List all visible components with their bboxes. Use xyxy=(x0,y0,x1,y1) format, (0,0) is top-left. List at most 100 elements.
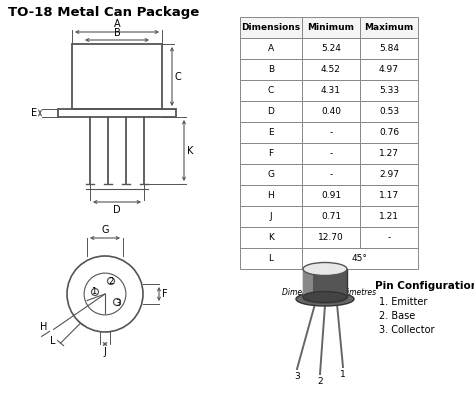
Bar xyxy=(302,164,360,185)
Text: 2: 2 xyxy=(317,377,323,386)
Text: 4.52: 4.52 xyxy=(321,65,341,74)
Text: L: L xyxy=(268,254,273,263)
Text: Pin Configuration:: Pin Configuration: xyxy=(375,281,474,291)
Bar xyxy=(302,17,360,38)
Bar xyxy=(360,185,418,206)
Bar xyxy=(360,206,418,227)
Bar xyxy=(303,269,347,297)
Text: G: G xyxy=(267,170,274,179)
Bar xyxy=(360,101,418,122)
Text: K: K xyxy=(268,233,274,242)
Text: Minimum: Minimum xyxy=(308,23,355,32)
Ellipse shape xyxy=(296,292,354,306)
Text: E: E xyxy=(31,108,37,118)
Text: 0.53: 0.53 xyxy=(379,107,399,116)
Bar xyxy=(302,80,360,101)
Text: 5.24: 5.24 xyxy=(321,44,341,53)
Bar xyxy=(58,109,176,117)
Circle shape xyxy=(108,277,115,284)
Text: TO-18 Metal Can Package: TO-18 Metal Can Package xyxy=(8,6,199,19)
Text: 3: 3 xyxy=(115,298,121,308)
Bar xyxy=(240,248,302,269)
Text: C: C xyxy=(268,86,274,95)
Text: 0.76: 0.76 xyxy=(379,128,399,137)
Text: A: A xyxy=(114,19,120,29)
Text: 5.33: 5.33 xyxy=(379,86,399,95)
Bar xyxy=(302,248,418,269)
Bar xyxy=(302,101,360,122)
Text: D: D xyxy=(267,107,274,116)
Text: 2.97: 2.97 xyxy=(379,170,399,179)
Text: 1. Emitter: 1. Emitter xyxy=(379,297,428,307)
Bar xyxy=(240,17,302,38)
Text: D: D xyxy=(113,205,121,215)
Ellipse shape xyxy=(303,263,347,275)
Bar xyxy=(303,269,313,297)
Text: 0.40: 0.40 xyxy=(321,107,341,116)
Text: C: C xyxy=(175,71,182,81)
Text: K: K xyxy=(187,146,193,156)
Bar xyxy=(240,143,302,164)
Bar xyxy=(360,122,418,143)
Text: Dimensions : Millimetres: Dimensions : Millimetres xyxy=(282,288,376,297)
Ellipse shape xyxy=(303,292,347,302)
Bar xyxy=(302,206,360,227)
Bar xyxy=(360,227,418,248)
Bar xyxy=(240,101,302,122)
Text: H: H xyxy=(40,322,47,332)
Text: 2: 2 xyxy=(109,277,114,286)
Bar xyxy=(360,17,418,38)
Text: 1.17: 1.17 xyxy=(379,191,399,200)
Text: 12.70: 12.70 xyxy=(318,233,344,242)
Text: H: H xyxy=(268,191,274,200)
Text: 5.84: 5.84 xyxy=(379,44,399,53)
Text: A: A xyxy=(268,44,274,53)
Bar xyxy=(240,59,302,80)
Text: 3. Collector: 3. Collector xyxy=(379,325,435,335)
Bar xyxy=(360,38,418,59)
Text: E: E xyxy=(268,128,274,137)
Bar xyxy=(240,206,302,227)
Bar xyxy=(302,38,360,59)
Bar xyxy=(360,59,418,80)
Bar xyxy=(302,185,360,206)
Text: B: B xyxy=(114,28,120,38)
Text: B: B xyxy=(268,65,274,74)
Text: 1: 1 xyxy=(91,286,97,296)
Text: J: J xyxy=(103,347,107,357)
Bar xyxy=(302,122,360,143)
Bar xyxy=(302,227,360,248)
Text: 4.31: 4.31 xyxy=(321,86,341,95)
Bar xyxy=(240,185,302,206)
Bar xyxy=(240,80,302,101)
Text: 3: 3 xyxy=(294,372,300,381)
Bar xyxy=(302,143,360,164)
Bar xyxy=(360,143,418,164)
Text: 0.91: 0.91 xyxy=(321,191,341,200)
Text: -: - xyxy=(329,170,333,179)
Text: 1.27: 1.27 xyxy=(379,149,399,158)
Bar xyxy=(302,59,360,80)
Text: 0.71: 0.71 xyxy=(321,212,341,221)
Bar xyxy=(240,122,302,143)
Text: Dimensions: Dimensions xyxy=(241,23,301,32)
Text: 45°: 45° xyxy=(352,254,368,263)
Text: F: F xyxy=(162,289,168,299)
Text: 2. Base: 2. Base xyxy=(379,311,415,321)
Circle shape xyxy=(91,288,99,296)
Circle shape xyxy=(113,298,120,306)
Text: J: J xyxy=(270,212,272,221)
Bar xyxy=(360,164,418,185)
Bar xyxy=(360,80,418,101)
Bar xyxy=(240,227,302,248)
Text: 1: 1 xyxy=(340,370,346,379)
Text: G: G xyxy=(101,225,109,235)
Text: F: F xyxy=(268,149,273,158)
Bar xyxy=(240,164,302,185)
Text: Maximum: Maximum xyxy=(365,23,414,32)
Text: 4.97: 4.97 xyxy=(379,65,399,74)
Text: -: - xyxy=(329,128,333,137)
Text: 1.21: 1.21 xyxy=(379,212,399,221)
Text: L: L xyxy=(50,336,55,346)
Ellipse shape xyxy=(303,294,347,304)
